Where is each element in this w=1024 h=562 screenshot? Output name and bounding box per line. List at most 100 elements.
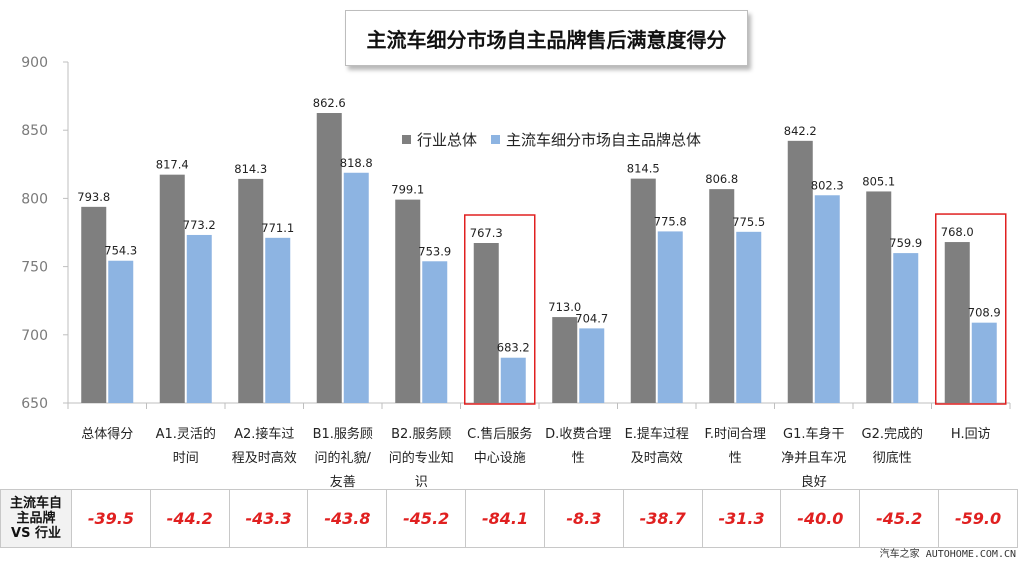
data-label-industry: 767.3 [470,226,503,240]
difference-cell: -38.7 [622,489,703,548]
legend-swatch-domestic-brands [491,135,501,144]
x-tick-label-line: A2.接车过 [234,426,294,442]
x-tick-label-line: 问的礼貌/ [315,450,372,466]
data-label-domestic-brands: 708.9 [968,306,1001,320]
x-tick-label-line: 性 [572,451,585,466]
difference-cell: -45.2 [859,489,940,548]
bar-industry [944,242,970,403]
difference-table: 主流车自 主品牌 VS 行业 -39.5 -44.2 -43.3 -43.8 -… [0,489,1018,548]
x-tick-label: G2.完成的彻底性 [862,426,923,466]
chart-title: 主流车细分市场自主品牌售后满意度得分 [345,10,748,66]
bar-domestic-brands [814,195,840,403]
bar-industry [787,140,813,403]
data-label-domestic-brands: 753.9 [418,244,451,258]
data-label-industry: 793.8 [77,190,110,204]
x-tick-label-line: H.回访 [951,427,991,442]
y-tick-label: 900 [21,55,48,71]
x-tick-label-line: 及时高效 [631,450,683,466]
difference-cell: -39.5 [71,489,151,548]
x-tick-label: A1.灵活的时间 [156,426,216,466]
x-tick-label-line: E.提车过程 [625,426,689,442]
legend-item-industry: 行业总体 [402,129,477,150]
data-label-domestic-brands: 759.9 [889,236,922,250]
x-tick-label: E.提车过程及时高效 [625,426,689,466]
data-label-industry: 814.3 [234,162,267,176]
difference-row-header: 主流车自 主品牌 VS 行业 [0,489,72,548]
data-label-domestic-brands: 683.2 [497,341,530,355]
difference-row: 主流车自 主品牌 VS 行业 -39.5 -44.2 -43.3 -43.8 -… [0,489,1018,548]
difference-cell: -84.1 [465,489,545,548]
bar-domestic-brands [343,172,369,403]
x-tick-label: B1.服务顾问的礼貌/友善 [313,426,373,489]
data-label-domestic-brands: 775.5 [732,215,765,229]
x-tick-label-line: 问的专业知 [389,450,454,466]
difference-cell: -59.0 [938,489,1018,548]
x-tick-label-line: 彻底性 [873,450,912,466]
x-tick-label-line: F.时间合理 [704,427,766,442]
bar-domestic-brands [265,237,291,403]
x-tick-label-line: 净并且车况 [781,450,846,466]
x-tick-label-line: 总体得分 [81,426,133,442]
difference-header-line-2: 主品牌 [16,511,56,526]
chart-data-labels: 793.8 754.3 817.4 773.2 814.3 771.1 862.6 818.8… [77,96,1000,355]
legend-swatch-industry [402,135,411,144]
bar-industry [238,178,264,403]
x-tick-label-line: 性 [729,451,742,466]
x-tick-label-line: 时间 [173,451,199,466]
legend-label-industry: 行业总体 [417,131,478,149]
bar-industry [395,199,421,403]
data-label-industry: 713.0 [548,300,581,314]
x-tick-label-line: 良好 [801,474,827,489]
data-label-domestic-brands: 802.3 [811,178,844,192]
data-label-industry: 768.0 [941,225,974,239]
bar-domestic-brands [500,357,526,403]
chart-highlights [464,213,1007,405]
x-tick-label: A2.接车过程及时高效 [232,426,297,466]
y-tick-label: 800 [21,191,48,207]
data-label-industry: 806.8 [705,172,738,186]
x-tick-label-line: G2.完成的 [862,426,923,442]
y-tick-label: 650 [21,396,48,412]
x-tick-label-line: B2.服务顾 [391,426,451,442]
bar-chart: 650 700 750 800 850 900 793.8 754.3 817.4 773.2 8… [21,55,1011,489]
bar-industry [866,191,892,403]
bar-industry [473,243,499,403]
x-tick-label-line: G1.车身干 [783,426,844,442]
difference-cell: -44.2 [149,489,230,548]
x-tick-label-line: 友善 [330,474,356,489]
bar-domestic-brands [186,234,212,403]
legend-item-domestic-brands: 主流车细分市场自主品牌总体 [491,129,701,150]
difference-cell: -31.3 [701,489,782,548]
difference-cell: -43.8 [307,489,388,548]
data-label-industry: 799.1 [391,183,424,197]
data-label-industry: 814.5 [627,162,660,176]
data-label-domestic-brands: 704.7 [575,311,608,325]
chart-bars [81,113,997,403]
data-label-domestic-brands: 771.1 [261,221,294,235]
y-tick-label: 700 [21,328,48,344]
difference-header-line-3: VS 行业 [11,526,61,541]
data-label-domestic-brands: 754.3 [104,244,137,258]
difference-cell: -43.3 [228,489,309,548]
data-label-industry: 862.6 [313,96,346,110]
highlight-box [464,214,536,405]
y-tick-label: 850 [21,123,48,139]
data-label-industry: 817.4 [156,158,189,172]
bar-domestic-brands [971,322,997,403]
bar-domestic-brands [579,328,605,403]
highlight-box [935,213,1007,405]
data-label-industry: 842.2 [784,124,817,138]
x-tick-label: D.收费合理性 [545,427,611,466]
difference-cell: -40.0 [780,489,861,548]
bar-domestic-brands [108,260,134,403]
data-label-domestic-brands: 818.8 [340,156,373,170]
x-tick-label: C.售后服务中心设施 [467,426,532,466]
data-label-industry: 805.1 [862,174,895,188]
bar-domestic-brands [893,253,919,403]
watermark: 汽车之家 AUTOHOME.COM.CN [879,549,1016,560]
chart-legend: 行业总体 主流车细分市场自主品牌总体 [402,129,715,150]
bar-domestic-brands [657,231,683,403]
x-tick-label: F.时间合理性 [704,427,766,466]
bar-industry [552,317,578,403]
bar-industry [81,206,107,403]
